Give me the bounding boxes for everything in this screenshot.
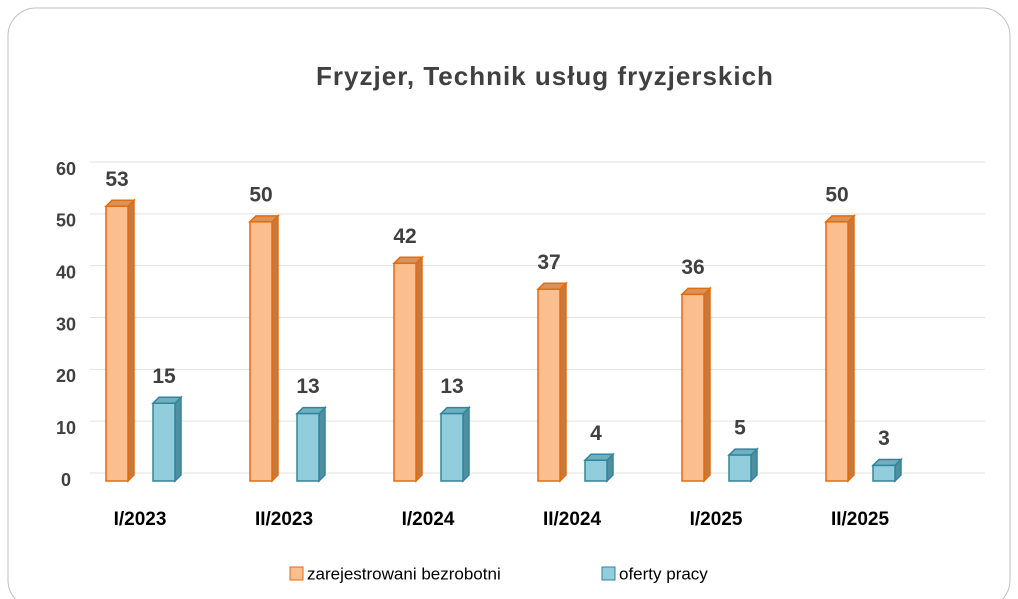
bar-side: [847, 214, 855, 483]
legend-label: zarejestrowani bezrobotni: [307, 564, 501, 583]
data-label: 13: [296, 375, 319, 398]
data-label: 37: [537, 251, 560, 274]
x-tick-label: I/2025: [690, 509, 743, 530]
bar-top: [151, 396, 183, 404]
bar-front: [872, 464, 896, 482]
bar-front: [152, 402, 176, 482]
y-tick-label: 0: [61, 470, 71, 490]
bar-front: [249, 221, 273, 482]
data-label: 36: [681, 256, 704, 279]
bar-top: [248, 215, 280, 223]
legend-swatch: [601, 566, 616, 581]
x-tick-label: I/2023: [114, 509, 167, 530]
data-label: 50: [249, 183, 272, 206]
x-tick-label: I/2024: [402, 509, 455, 530]
data-label: 50: [825, 183, 848, 206]
bar: [439, 405, 471, 483]
data-label: 42: [393, 225, 416, 248]
bar-side: [703, 286, 711, 483]
bar-top: [583, 453, 615, 462]
bar-side: [462, 405, 470, 483]
bar-top: [680, 287, 712, 296]
bar-front: [296, 412, 320, 482]
bar-top: [392, 256, 424, 265]
y-tick-label: 30: [56, 314, 76, 334]
bar: [871, 457, 903, 483]
bar-front: [728, 454, 752, 482]
y-tick-label: 60: [56, 159, 76, 179]
y-tick-label: 40: [56, 262, 76, 282]
bar: [151, 395, 183, 483]
legend-label: oferty pracy: [619, 564, 708, 583]
bar-front: [440, 412, 464, 482]
bar: [824, 214, 856, 483]
bar-top: [104, 199, 136, 208]
x-tick-label: II/2023: [255, 509, 313, 530]
bar-front: [825, 221, 849, 482]
bar-side: [318, 405, 326, 483]
bar-front: [393, 262, 417, 482]
bar: [104, 198, 136, 483]
bar: [295, 405, 327, 483]
y-tick-label: 10: [56, 418, 76, 438]
bar-side: [271, 214, 279, 483]
bar: [536, 281, 568, 483]
bar: [680, 286, 712, 483]
bar-side: [415, 255, 423, 483]
y-tick-label: 50: [56, 211, 76, 231]
data-label: 4: [590, 422, 602, 445]
bar-side: [127, 198, 135, 483]
bar-side: [174, 395, 182, 483]
bar-front: [584, 459, 608, 482]
bar-front: [537, 288, 561, 482]
bar-side: [559, 281, 567, 483]
data-label: 13: [440, 375, 463, 398]
data-label: 3: [878, 427, 890, 450]
bar-top: [871, 458, 903, 467]
bar-top: [295, 406, 327, 415]
y-tick-label: 20: [56, 366, 76, 386]
legend-swatch: [289, 566, 304, 581]
bar: [727, 447, 759, 483]
x-tick-label: II/2025: [831, 509, 890, 530]
chart-title: Fryzjer, Technik usług fryzjerskich: [316, 61, 774, 91]
data-label: 15: [152, 365, 176, 388]
data-label: 53: [105, 168, 128, 191]
bar: [583, 452, 615, 483]
x-tick-label: II/2024: [543, 509, 602, 530]
bar-front: [105, 205, 129, 482]
bar-top: [824, 215, 856, 223]
bar-top: [536, 282, 568, 290]
bar: [392, 255, 424, 483]
bar-top: [439, 406, 471, 415]
data-label: 5: [734, 417, 746, 440]
bar: [248, 214, 280, 483]
bar-top: [727, 448, 759, 456]
bar-front: [681, 293, 705, 482]
